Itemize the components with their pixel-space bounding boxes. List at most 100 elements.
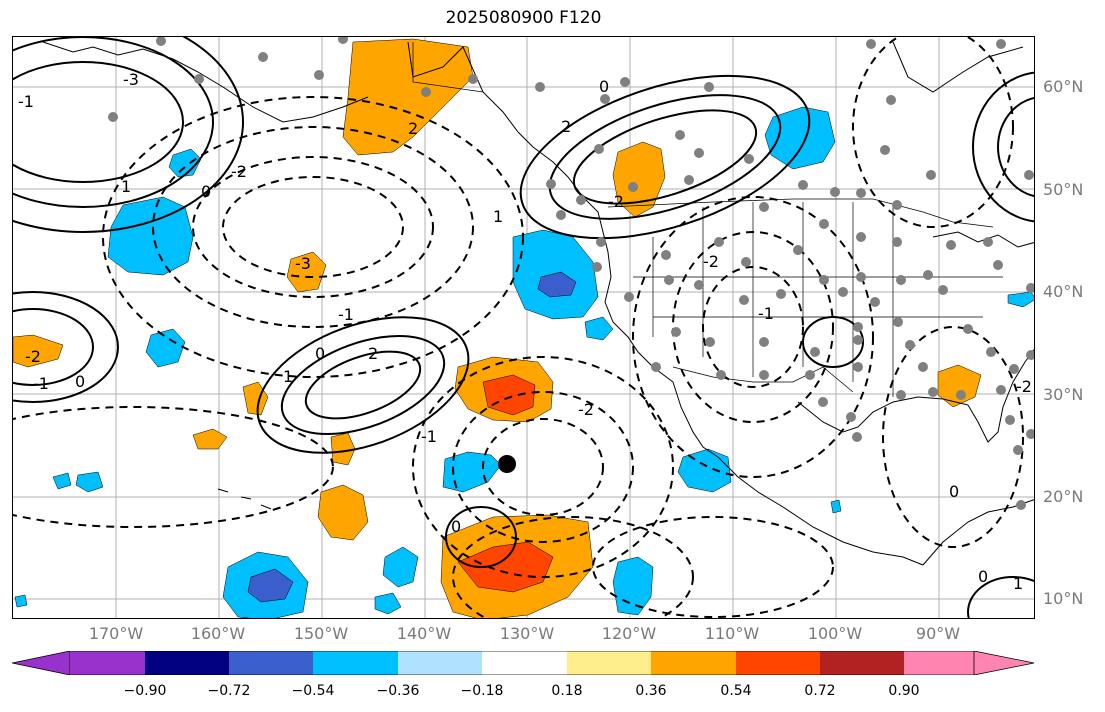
contour-positive: [280, 334, 446, 436]
contour-label: 2: [368, 344, 378, 363]
contour-label: -1: [33, 374, 49, 393]
hudson-coast: [892, 41, 1024, 93]
contour-positive: [304, 350, 422, 420]
shade-blue: [75, 471, 104, 493]
contour-positive: [548, 94, 782, 220]
contour-negative: [852, 37, 1014, 228]
colorbar-tick: −0.54: [291, 683, 335, 699]
lon-label-140w: 140°W: [396, 624, 452, 643]
lon-label-150w: 150°W: [293, 624, 349, 643]
colorbar-segment: [567, 651, 651, 675]
contour-labels: -3 2 -2 0 -1 1 2 -2 -3 -1 1 0 -1 2 -2 0 …: [18, 70, 1032, 593]
contour-label: 0: [451, 517, 461, 536]
colorbar-segment: [482, 651, 567, 675]
us-west-coast: [604, 251, 674, 383]
shade-blue: [52, 472, 72, 490]
shade-orange: [330, 432, 356, 466]
contour-negative: [412, 356, 674, 578]
shade-blue: [612, 556, 654, 616]
shade-blue: [374, 592, 402, 615]
contour-positive: [972, 71, 1034, 223]
shade-red: [457, 541, 554, 593]
lon-label-160w: 160°W: [190, 624, 246, 643]
shade-blue: [584, 316, 614, 341]
hawaii-islands: [217, 488, 272, 510]
contour-label: 2: [561, 117, 571, 136]
contour-label: 1: [283, 367, 293, 386]
gulf-coast: [797, 396, 969, 433]
lon-label-110w: 110°W: [704, 624, 760, 643]
contour-negative: [102, 96, 524, 378]
contour-label: -2: [578, 400, 594, 419]
shade-blue: [14, 594, 28, 608]
lon-label-170w: 170°W: [88, 624, 144, 643]
lat-label-50n: 50°N: [1043, 180, 1084, 199]
colorbar-over-arrow: [973, 651, 1035, 675]
dashed-contours: [13, 37, 1024, 618]
map-title: 2025080900 F120: [445, 8, 602, 28]
shade-blue: [382, 546, 419, 588]
shade-orange: [286, 251, 327, 293]
colorbar-segment: [820, 651, 904, 675]
contour-positive: [13, 37, 214, 208]
contour-label: -1: [18, 92, 34, 111]
lon-label-120w: 120°W: [601, 624, 657, 643]
contour-negative: [482, 418, 604, 516]
shade-orange: [192, 428, 228, 450]
shade-blue: [145, 328, 186, 368]
lon-label-90w: 90°W: [915, 624, 961, 643]
contour-label: -2: [608, 192, 624, 211]
contour-label: -2: [703, 252, 719, 271]
contour-label: 0: [599, 77, 609, 96]
storm-center-marker: [498, 455, 516, 473]
shade-blue: [442, 451, 502, 493]
shade-orange: [317, 484, 369, 541]
shade-blue: [830, 499, 842, 514]
contour-label: 0: [949, 482, 959, 501]
colorbar-segment: [145, 651, 229, 675]
colorbar-tick: 0.72: [804, 683, 836, 699]
contour-negative: [152, 126, 474, 328]
colorbar-under-arrow: [12, 651, 71, 675]
colorbar: [12, 651, 1035, 675]
contour-positive: [13, 37, 244, 233]
shade-orange: [13, 334, 64, 368]
shade-royal: [247, 568, 294, 603]
contour-positive: [13, 291, 119, 403]
contour-label: -1: [758, 304, 774, 323]
contour-negative: [702, 266, 804, 388]
shade-royal: [537, 271, 577, 298]
colorbar-segment: [313, 651, 398, 675]
colorbar-segment: [70, 651, 145, 675]
shade-orange: [612, 141, 666, 218]
contour-positive: [572, 109, 758, 205]
contour-positive: [997, 97, 1034, 197]
contour-label: -2: [231, 162, 247, 181]
mexico-coast: [717, 456, 924, 566]
shade-orange: [937, 364, 982, 408]
contour-negative: [632, 196, 874, 478]
contour-negative: [192, 156, 434, 298]
colorbar-tick: 0.36: [635, 683, 667, 699]
colorbar-tick: 0.18: [551, 683, 583, 699]
lat-label-40n: 40°N: [1043, 282, 1084, 301]
state-lines: [633, 202, 1003, 397]
solid-contours: [13, 37, 1034, 618]
contour-negative: [672, 231, 834, 423]
lat-label-30n: 30°N: [1043, 385, 1084, 404]
contour-positive: [256, 316, 470, 454]
station-dots: [108, 37, 1034, 510]
lat-label-60n: 60°N: [1043, 77, 1084, 96]
colorbar-segment: [651, 651, 736, 675]
map-panel: -3 2 -2 0 -1 1 2 -2 -3 -1 1 0 -1 2 -2 0 …: [12, 36, 1035, 619]
baja-coast: [672, 381, 719, 458]
us-mexico-border: [672, 366, 854, 393]
contour-label: 0: [978, 567, 988, 586]
contour-negative: [882, 326, 1024, 548]
contour-label: -1: [421, 427, 437, 446]
lat-label-10n: 10°N: [1043, 589, 1084, 608]
contour-negative: [13, 406, 334, 528]
contour-positive: [13, 308, 94, 386]
map-canvas: -3 2 -2 0 -1 1 2 -2 -3 -1 1 0 -1 2 -2 0 …: [13, 37, 1034, 618]
contour-label: -2: [1016, 377, 1032, 396]
